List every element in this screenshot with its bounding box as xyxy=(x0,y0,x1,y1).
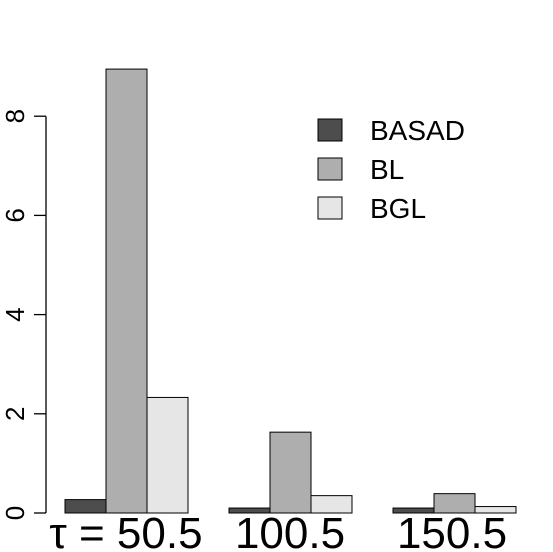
bar-bl xyxy=(433,493,476,514)
x-category-label: 100.5 xyxy=(235,509,345,552)
legend-label: BL xyxy=(370,154,404,185)
y-tick-label: 4 xyxy=(0,307,30,321)
x-category-label: τ = 50.5 xyxy=(49,509,202,552)
legend-label: BGL xyxy=(370,193,426,224)
legend: BASAD BL BGL xyxy=(317,115,465,224)
legend-swatch xyxy=(317,157,343,181)
bar-bgl xyxy=(474,506,517,514)
y-tick-label: 8 xyxy=(0,109,30,123)
bar-bgl xyxy=(310,495,353,514)
bar-bl xyxy=(269,431,312,514)
bar-bgl xyxy=(146,396,189,514)
legend-swatch xyxy=(317,118,343,142)
bars xyxy=(64,68,517,514)
x-category-label: 150.5 xyxy=(397,509,507,552)
x-axis-labels: τ = 50.5 100.5 150.5 xyxy=(49,509,507,552)
legend-swatch xyxy=(317,196,343,220)
y-tick-label: 6 xyxy=(0,208,30,222)
y-tick-label: 2 xyxy=(0,407,30,421)
bar-bl xyxy=(105,68,148,514)
legend-label: BASAD xyxy=(370,115,465,146)
y-axis: 0 2 4 6 8 xyxy=(0,109,47,520)
y-tick-label: 0 xyxy=(0,506,30,520)
